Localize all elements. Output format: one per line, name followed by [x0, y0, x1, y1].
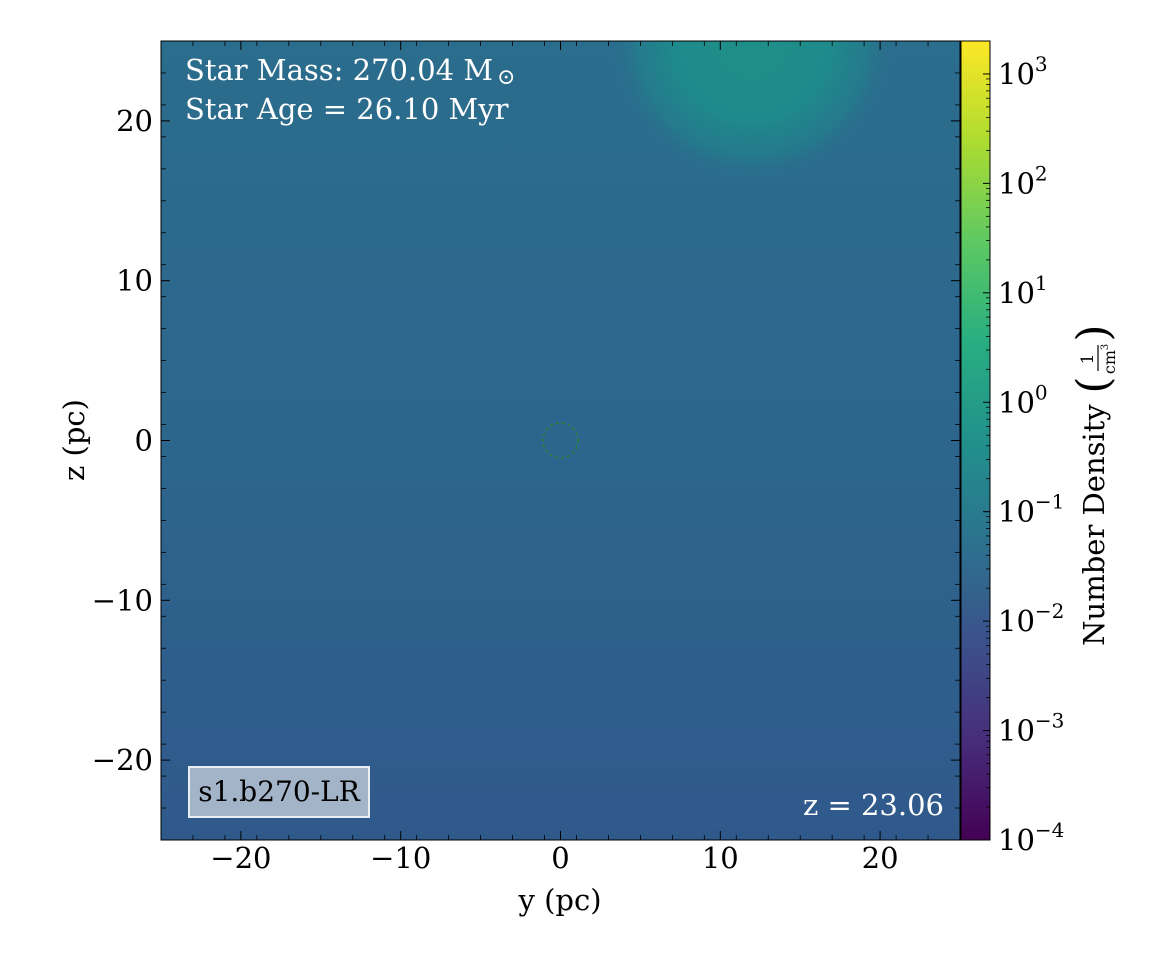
y-tick-label: −20: [92, 743, 153, 777]
colorbar-gradient: [960, 40, 991, 841]
colorbar-tick-label: 10−3: [998, 709, 1064, 748]
colorbar-label: Number Density: [1077, 404, 1111, 646]
y-tick-label: 0: [135, 424, 153, 458]
y-tick-label: −10: [92, 583, 153, 617]
x-tick-label: 0: [551, 841, 569, 875]
density-field-background: [161, 41, 960, 840]
x-tick-label: −20: [210, 841, 271, 875]
run-label-box: s1.b270-LR: [188, 766, 370, 818]
x-axis-label: y (pc): [517, 883, 601, 917]
colorbar-unit-open-paren: (: [1068, 376, 1119, 393]
y-axis-label: z (pc): [57, 399, 91, 481]
y-axis-ticks: −20 −10 0 10 20: [92, 40, 960, 841]
dense-clump: [608, 41, 897, 185]
colorbar-label-group: Number Density ( ) 1 cm 3: [1068, 324, 1119, 645]
plot-area: −20 −10 0 10 20 −20 −10 0 10 20: [92, 40, 961, 875]
y-tick-label: 20: [116, 104, 153, 138]
colorbar-tick-label: 103: [998, 52, 1048, 91]
colorbar-ticks: 103 102 101 100 10−1 10−2 10−3 10−4: [983, 40, 1064, 857]
y-tick-label: 10: [116, 264, 153, 298]
x-tick-label: 20: [862, 841, 899, 875]
star-position-marker: [542, 422, 579, 459]
colorbar-tick-label: 102: [998, 161, 1048, 200]
x-axis-ticks: −20 −10 0 10 20: [160, 41, 961, 875]
colorbar-tick-label: 10−4: [998, 818, 1064, 857]
star-mass-annotation: Star Mass: 270.04 M ⊙: [185, 53, 515, 90]
colorbar: 103 102 101 100 10−1 10−2 10−3 10−4: [960, 40, 1064, 857]
colorbar-unit-numerator: 1: [1078, 354, 1098, 365]
colorbar-unit-close-paren: ): [1068, 324, 1119, 341]
star-age-annotation: Star Age = 26.10 Myr: [185, 92, 509, 126]
x-tick-label: 10: [702, 841, 739, 875]
colorbar-tick-label: 100: [998, 380, 1048, 419]
redshift-annotation: z = 23.06: [803, 788, 944, 822]
x-tick-label: −10: [370, 841, 431, 875]
colorbar-tick-label: 10−2: [998, 599, 1064, 638]
colorbar-unit-denominator-power: 3: [1100, 344, 1111, 350]
colorbar-unit-denominator: cm: [1100, 350, 1119, 374]
colorbar-tick-label: 10−1: [998, 490, 1064, 529]
run-label: s1.b270-LR: [198, 775, 361, 808]
colorbar-tick-label: 101: [998, 271, 1048, 310]
